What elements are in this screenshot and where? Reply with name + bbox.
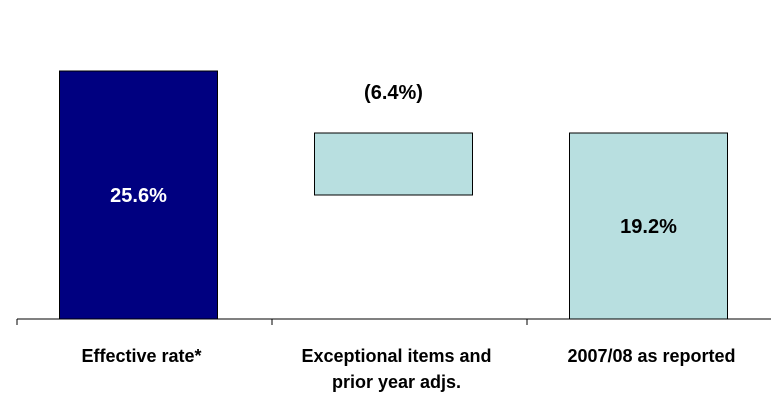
bar-2 <box>314 132 473 196</box>
category-label-3: 2007/08 as reported <box>567 346 735 366</box>
x-axis <box>16 318 771 325</box>
bar-3 <box>569 132 728 320</box>
value-label-3: 19.2% <box>620 216 677 238</box>
value-label-2: (6.4%) <box>364 82 423 104</box>
value-label-group: 25.6% (6.4%) 19.2% <box>110 82 677 238</box>
bar-1 <box>59 70 218 320</box>
bar-group <box>59 70 728 320</box>
value-label-1: 25.6% <box>110 185 167 207</box>
category-label-group: Effective rate* Exceptional items and prio… <box>81 346 735 392</box>
category-label-2: Exceptional items and prior year adjs. <box>301 346 491 392</box>
category-label-1: Effective rate* <box>81 346 201 366</box>
